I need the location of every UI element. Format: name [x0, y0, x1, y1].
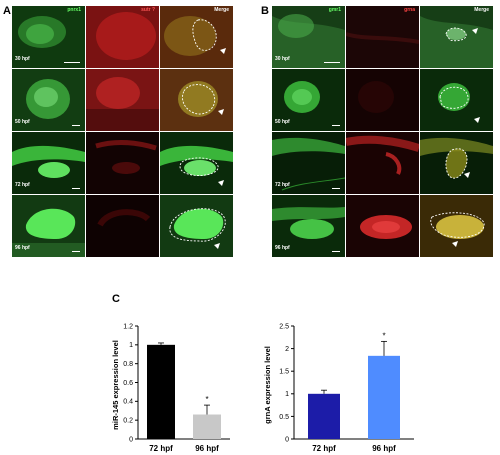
scale-bar: [72, 124, 80, 126]
mir145-ytick-label: 0.8: [123, 361, 133, 368]
tile-a-30-merge-label: Merge: [214, 7, 229, 13]
chart-mir145-svg: miR-145 expression level 0 0.2 0.4 0.6 0.8 1 1…: [111, 323, 230, 453]
tile-b-30-red: grna: [346, 6, 419, 68]
tile-b-30-green-label: gmr1: [328, 7, 341, 13]
tile-a-96-green: 96 hpf: [12, 195, 85, 257]
tile-b-30-red-label: grna: [404, 7, 415, 13]
mir145-ytick-label: 0.2: [123, 418, 133, 425]
mir145-category-label: 72 hpf: [149, 444, 173, 453]
tile-a-30-merge: Merge: [160, 6, 233, 68]
tile-b-30-merge-label: Merge: [474, 7, 489, 13]
tile-a-30-stage: 30 hpf: [15, 56, 30, 62]
chart-grna-plot: 0 0.5 1 1.5 2 2.5 72 hpf * 96 hpf: [279, 323, 414, 453]
chart-mir145-plot: 0 0.2 0.4 0.6 0.8 1 1.2 72 hpf * 96 hpf: [123, 323, 230, 453]
mir145-ytick-label: 1.2: [123, 323, 133, 330]
grna-ytick-label: 0.5: [279, 414, 289, 421]
grna-ytick-label: 1: [285, 391, 289, 398]
mir145-ytick-label: 0: [129, 436, 133, 443]
tile-b-50-stage: 50 hpf: [275, 119, 290, 125]
tile-b-72-red: [346, 132, 419, 194]
scale-bar: [72, 250, 80, 252]
tile-b-96-merge: [420, 195, 493, 257]
tile-a-30-green-label: pnrx1: [67, 7, 81, 13]
tile-b-50-merge: [420, 69, 493, 131]
tile-a-50-green: 50 hpf: [12, 69, 85, 131]
panel-b-letter: B: [261, 5, 269, 17]
tile-a-72-stage: 72 hpf: [15, 182, 30, 188]
scale-bar: [332, 250, 340, 252]
tile-a-50-red: [86, 69, 159, 131]
tile-b-30-green: gmr1 30 hpf: [272, 6, 345, 68]
tile-a-30-green: pnrx1 30 hpf: [12, 6, 85, 68]
tile-a-72-red: [86, 132, 159, 194]
tile-b-72-green: 72 hpf: [272, 132, 345, 194]
scale-bar: [324, 61, 340, 63]
grna-significance: *: [382, 331, 385, 340]
chart-grna-ylabel: grnA expression level: [263, 346, 272, 424]
scale-bar: [332, 187, 340, 189]
grna-ytick-label: 2.5: [279, 323, 289, 330]
panel-c-letter: C: [112, 293, 120, 305]
tile-a-96-red: [86, 195, 159, 257]
grna-ytick-label: 1.5: [279, 369, 289, 376]
mir145-ytick-label: 1: [129, 342, 133, 349]
tile-a-72-green: 72 hpf: [12, 132, 85, 194]
mir145-bar: [193, 414, 221, 439]
chart-mir145-ylabel: miR-145 expression level: [111, 340, 120, 430]
grna-bar: [368, 355, 400, 439]
grna-category-label: 96 hpf: [372, 444, 396, 453]
panel-a-letter: A: [3, 5, 11, 17]
tile-b-96-stage: 96 hpf: [275, 245, 290, 251]
tile-b-50-red: [346, 69, 419, 131]
mir145-significance: *: [205, 395, 208, 404]
scale-bar: [332, 124, 340, 126]
tile-a-96-stage: 96 hpf: [15, 245, 30, 251]
mir145-bar: [147, 344, 175, 439]
tile-b-72-stage: 72 hpf: [275, 182, 290, 188]
tile-b-30-stage: 30 hpf: [275, 56, 290, 62]
grna-ytick-label: 2: [285, 346, 289, 353]
tile-b-96-green: 96 hpf: [272, 195, 345, 257]
scale-bar: [64, 61, 80, 63]
scale-bar: [72, 187, 80, 189]
grna-category-label: 72 hpf: [312, 444, 336, 453]
tile-a-50-stage: 50 hpf: [15, 119, 30, 125]
tile-b-96-red: [346, 195, 419, 257]
tile-a-72-merge: [160, 132, 233, 194]
tile-a-96-merge: [160, 195, 233, 257]
tile-b-72-merge: [420, 132, 493, 194]
mir145-ytick-label: 0.4: [123, 399, 133, 406]
tile-b-30-merge: Merge: [420, 6, 493, 68]
chart-mir145: miR-145 expression level 0 0.2 0.4 0.6 0.8 1 1…: [111, 315, 242, 455]
mir145-ytick-label: 0.6: [123, 380, 133, 387]
grna-bar: [308, 393, 340, 439]
tile-a-30-red: sutr ?: [86, 6, 159, 68]
chart-grna: grnA expression level 0 0.5 1 1.5 2 2.5 72 hpf…: [262, 315, 442, 455]
tile-a-50-merge: [160, 69, 233, 131]
grna-ytick-label: 0: [285, 436, 289, 443]
mir145-category-label: 96 hpf: [195, 444, 219, 453]
chart-grna-svg: grnA expression level 0 0.5 1 1.5 2 2.5 72 hpf…: [263, 323, 414, 453]
tile-b-50-green: 50 hpf: [272, 69, 345, 131]
tile-a-30-red-label: sutr ?: [141, 7, 155, 13]
